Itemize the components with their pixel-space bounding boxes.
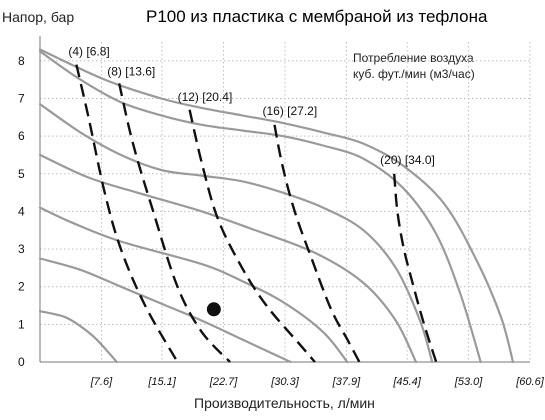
y-tick-label: 6 bbox=[18, 129, 25, 143]
x-tick-label: [30.3] bbox=[270, 376, 299, 388]
performance-curve-6 bbox=[38, 50, 482, 364]
plot-area: 0 1 2 3 4 5 6 7 8 [7.6] [15.1] [22.7] [30.3] [37.9] [4… bbox=[18, 36, 545, 388]
performance-curve-2 bbox=[38, 257, 292, 364]
y-axis-label: Напор, бар bbox=[2, 9, 74, 25]
air-consumption-label-5: (20) [34.0] bbox=[380, 153, 435, 167]
performance-curve-5 bbox=[38, 103, 434, 364]
air-consumption-label-3: (12) [20.4] bbox=[178, 90, 233, 104]
x-tick-label: [45.4] bbox=[392, 376, 421, 388]
x-tick-label: [37.9] bbox=[332, 376, 361, 388]
x-tick-label: [60.6] bbox=[515, 376, 544, 388]
x-tick-label: [15.1] bbox=[147, 376, 176, 388]
performance-curve-7 bbox=[38, 48, 515, 364]
air-consumption-line-3 bbox=[188, 109, 316, 363]
x-axis-label: Производительность, л/мин bbox=[194, 395, 375, 411]
y-tick-label: 1 bbox=[18, 317, 25, 331]
x-tick-label: [22.7] bbox=[209, 376, 238, 388]
air-consumption-note-line-2: куб. фут./мин (м3/час) bbox=[353, 67, 475, 81]
chart-title: P100 из пластика с мембраной из тефлона bbox=[146, 7, 488, 26]
performance-curve-3 bbox=[38, 206, 349, 364]
y-tick-label: 7 bbox=[18, 91, 25, 105]
air-consumption-label-2: (8) [13.6] bbox=[107, 64, 155, 78]
air-consumption-line-1 bbox=[75, 64, 179, 363]
operating-point-marker bbox=[206, 302, 221, 317]
x-tick-label: [53.0] bbox=[454, 376, 483, 388]
air-consumption-label-1: (4) [6.8] bbox=[68, 45, 109, 59]
air-consumption-note-line-1: Потребление воздуха bbox=[353, 51, 474, 65]
y-tick-label: 8 bbox=[18, 54, 25, 68]
y-tick-label: 4 bbox=[18, 204, 25, 218]
air-consumption-label-4: (16) [27.2] bbox=[262, 104, 317, 118]
performance-curve-1 bbox=[38, 310, 118, 364]
y-tick-label: 3 bbox=[18, 242, 25, 256]
y-tick-label: 0 bbox=[18, 355, 25, 369]
air-consumption-line-2 bbox=[118, 83, 231, 363]
y-tick-label: 5 bbox=[18, 167, 25, 181]
y-tick-label: 2 bbox=[18, 280, 25, 294]
x-tick-label: [7.6] bbox=[90, 376, 113, 388]
performance-curve-4 bbox=[38, 153, 418, 364]
air-consumption-line-4 bbox=[273, 124, 361, 363]
